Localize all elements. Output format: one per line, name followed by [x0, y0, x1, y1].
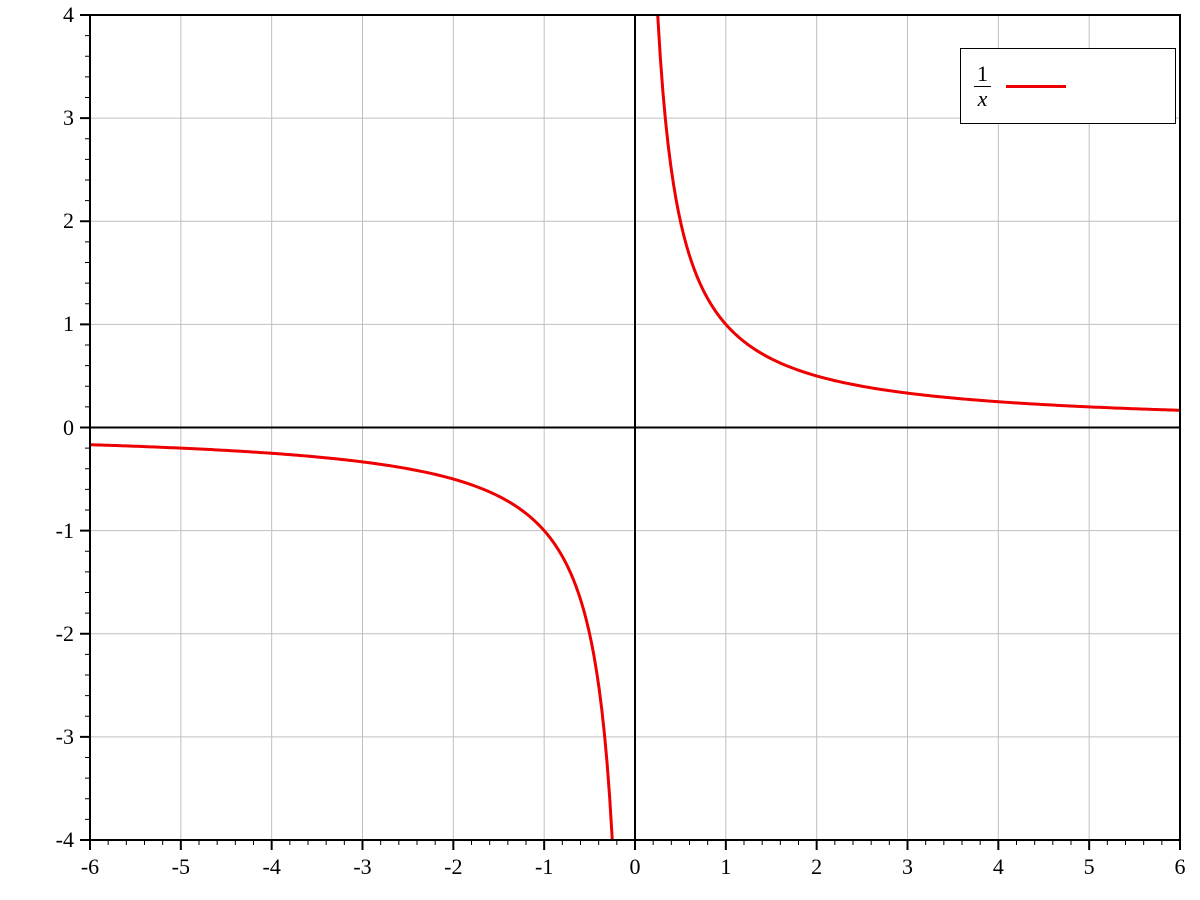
x-tick-label: 0	[630, 854, 641, 880]
x-tick-label: -3	[353, 854, 371, 880]
y-tick-label: -3	[56, 724, 74, 750]
x-tick-label: 5	[1084, 854, 1095, 880]
y-tick-label: -1	[56, 518, 74, 544]
x-tick-label: -5	[172, 854, 190, 880]
x-tick-label: 2	[811, 854, 822, 880]
legend-numerator: 1	[973, 63, 992, 86]
y-tick-label: -2	[56, 621, 74, 647]
y-tick-label: 0	[63, 415, 74, 441]
x-tick-label: -1	[535, 854, 553, 880]
x-tick-label: 3	[902, 854, 913, 880]
legend-line-sample	[1006, 85, 1066, 88]
legend: 1 x	[960, 48, 1176, 124]
y-tick-label: 1	[63, 311, 74, 337]
x-tick-label: -4	[262, 854, 280, 880]
legend-denominator: x	[974, 86, 992, 110]
y-tick-label: 2	[63, 208, 74, 234]
y-tick-label: 4	[63, 2, 74, 28]
y-tick-label: -4	[56, 827, 74, 853]
y-tick-label: 3	[63, 105, 74, 131]
x-tick-label: 1	[720, 854, 731, 880]
x-tick-label: 6	[1175, 854, 1186, 880]
x-tick-label: -2	[444, 854, 462, 880]
chart-svg	[0, 0, 1200, 900]
x-tick-label: 4	[993, 854, 1004, 880]
x-tick-label: -6	[81, 854, 99, 880]
legend-label: 1 x	[973, 63, 992, 110]
reciprocal-chart: 1 x -6 -5 -4 -3 -2 -1 0 1 2 3 4 5 6 -4 -3 -2 -1 0 1 2 3 4	[0, 0, 1200, 900]
